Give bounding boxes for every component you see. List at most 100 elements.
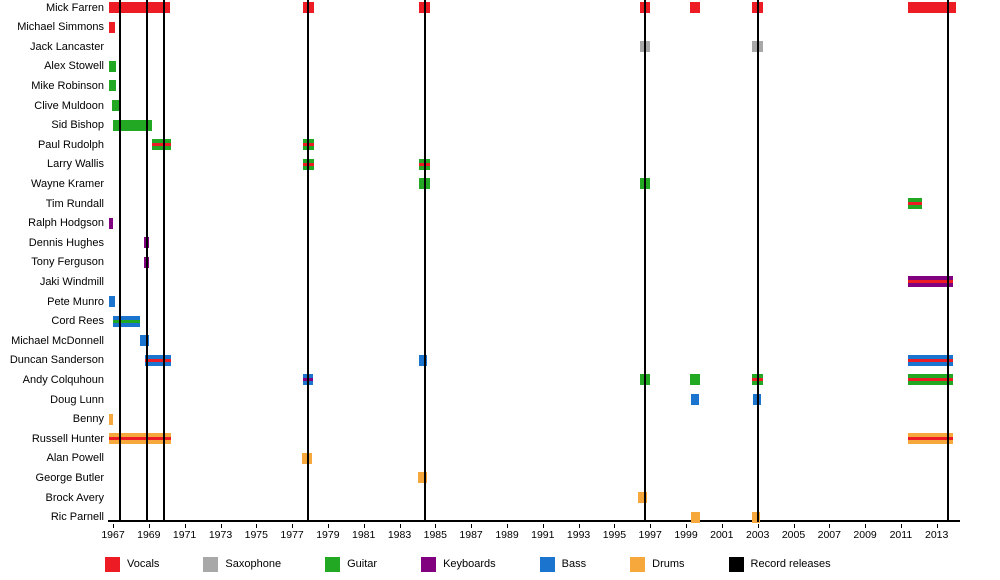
tick-label-1967: 1967: [101, 529, 125, 541]
tick-label-2003: 2003: [746, 529, 770, 541]
tick-mark: [292, 524, 294, 528]
legend-item-saxophone: Saxophone: [203, 556, 282, 572]
member-label-alex-stowell: Alex Stowell: [44, 60, 104, 73]
tick-mark: [614, 524, 616, 528]
tick-mark: [148, 524, 150, 528]
record-release-line: [146, 0, 148, 522]
record-release-line: [423, 0, 426, 522]
tick-label-1993: 1993: [566, 529, 591, 541]
tick-mark: [113, 524, 114, 528]
member-label-andy-colquhoun: Andy Colquhoun: [22, 373, 104, 386]
tick-label-1987: 1987: [459, 529, 483, 541]
timeline-bar-vocals: [108, 2, 171, 13]
member-label-ric-parnell: Ric Parnell: [50, 511, 104, 524]
legend-swatch-vocals: [105, 556, 120, 572]
legend-label: Keyboards: [443, 558, 496, 570]
tick-label-1999: 1999: [674, 529, 698, 541]
legend-swatch-releases: [728, 556, 744, 572]
timeline-bar-drums: [690, 511, 700, 523]
member-label-cord-rees: Cord Rees: [51, 315, 104, 328]
tick-mark: [936, 524, 938, 528]
tick-label-1985: 1985: [423, 529, 447, 541]
tick-label-1975: 1975: [244, 529, 268, 541]
tick-mark: [363, 524, 365, 528]
tick-mark: [507, 524, 508, 528]
legend-item-bass: Bass: [539, 556, 586, 572]
timeline-bar-guitar: [908, 198, 923, 209]
member-label-brock-avery: Brock Avery: [45, 491, 105, 504]
timeline-bar-vocals: [908, 2, 957, 13]
tick-mark: [650, 524, 652, 528]
tick-mark: [686, 524, 687, 528]
tick-label-1995: 1995: [602, 529, 627, 541]
tick-label-2007: 2007: [817, 529, 841, 541]
tick-mark: [721, 524, 723, 528]
secondary-role-stripe-vocals: [145, 358, 172, 362]
tick-label-1979: 1979: [316, 529, 340, 541]
member-label-benny: Benny: [72, 413, 104, 426]
timeline-bar-drums: [637, 492, 648, 503]
x-axis: 1967 1969 1971 1973 1975 1977 1979 1981 1983 1985…: [101, 524, 960, 546]
member-label-duncan-sanderson: Duncan Sanderson: [9, 354, 104, 367]
timeline-bar-guitar: [908, 374, 953, 386]
tick-label-2001: 2001: [710, 529, 734, 541]
tick-label-1983: 1983: [387, 529, 412, 541]
timeline-bar-bass: [113, 315, 140, 327]
timeline-bar-drums: [108, 433, 172, 445]
timeline-bar-keyboards: [108, 217, 113, 229]
legend-swatch-keyboards: [421, 556, 437, 572]
timeline-bar-guitar: [112, 100, 120, 111]
timeline-bar-guitar: [689, 374, 701, 386]
legend-item-vocals: Vocals: [105, 556, 160, 572]
tick-label-1969: 1969: [137, 529, 161, 541]
tick-mark: [900, 524, 902, 528]
record-release-line: [756, 0, 759, 522]
legend-label: Drums: [652, 558, 685, 570]
legend-label: Vocals: [127, 558, 160, 570]
legend-item-releases: Record releases: [728, 556, 831, 572]
secondary-role-stripe-vocals: [908, 437, 953, 441]
tick-label-1997: 1997: [638, 529, 662, 541]
timeline-bar-bass: [908, 354, 953, 366]
timeline-bar-guitar: [152, 139, 172, 151]
member-label-michael-mcdonnell: Michael McDonnell: [11, 334, 104, 347]
tick-label-1991: 1991: [531, 529, 555, 541]
member-label-dennis-hughes: Dennis Hughes: [28, 236, 104, 249]
legend-swatch-bass: [539, 556, 555, 572]
legend-swatch-saxophone: [203, 556, 219, 572]
tick-mark: [471, 524, 473, 528]
member-labels: Mick Farren Michael Simmons Jack Lancaster…: [0, 0, 105, 524]
tick-mark: [542, 524, 544, 528]
secondary-role-stripe-vocals: [908, 202, 923, 205]
secondary-role-stripe-vocals: [108, 437, 172, 441]
timeline-bar-bass: [139, 335, 149, 347]
member-label-george-butler: George Butler: [35, 471, 104, 484]
member-label-mike-robinson: Mike Robinson: [31, 79, 104, 92]
legend-label: Guitar: [347, 558, 378, 570]
legend-item-keyboards: Keyboards: [421, 556, 496, 572]
timeline-bar-vocals: [689, 2, 701, 13]
member-label-ralph-hodgson: Ralph Hodgson: [28, 217, 104, 230]
timeline-bar-guitar: [108, 60, 116, 72]
tick-label-1971: 1971: [172, 529, 197, 541]
tick-label-1973: 1973: [208, 529, 233, 541]
legend-swatch-drums: [630, 556, 646, 572]
legend-label: Saxophone: [225, 558, 282, 570]
legend: Vocals Saxophone Guitar Keyboards Bass Drums R…: [105, 554, 831, 574]
timeline-bar-guitar: [113, 119, 153, 131]
member-label-wayne-kramer: Wayne Kramer: [31, 177, 104, 190]
timeline-bar-vocals: [108, 21, 115, 33]
member-label-tony-ferguson: Tony Ferguson: [31, 256, 104, 269]
member-label-tim-rundall: Tim Rundall: [45, 197, 104, 210]
tick-label-2013: 2013: [925, 529, 949, 541]
timeline-bar-keyboards: [908, 276, 953, 288]
tick-mark: [184, 524, 186, 528]
tick-mark: [399, 524, 401, 528]
tick-mark: [256, 524, 258, 528]
timeline-bar-bass: [108, 296, 115, 307]
tick-mark: [865, 524, 867, 528]
member-label-pete-munro: Pete Munro: [47, 295, 104, 308]
member-label-doug-lunn: Doug Lunn: [50, 393, 104, 406]
secondary-role-stripe-vocals: [152, 143, 172, 147]
